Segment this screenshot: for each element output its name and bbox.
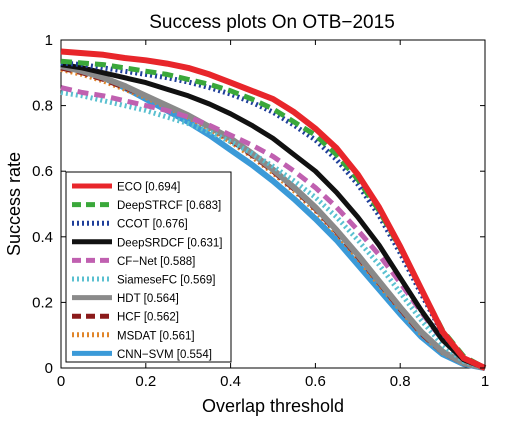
legend-label: DeepSRDCF [0.631] [117,237,222,249]
series-line [60,60,487,371]
series-line [60,48,487,371]
series-line [60,63,486,371]
series-layer [60,48,487,371]
legend-label: SiameseFC [0.569] [117,275,215,287]
legend-label: CNN−SVM [0.554] [117,349,212,361]
legend: ECO [0.694] DeepSTRCF [0.683] CCOT [0.676]… [65,171,232,363]
x-tick-label: 0.2 [135,373,156,390]
legend-label: HDT [0.564] [117,293,179,305]
x-tick-label: 0.6 [305,373,326,390]
x-axis-label: Overlap threshold [202,396,344,416]
legend-label: HCF [0.562] [117,312,179,324]
legend-label: DeepSTRCF [0.683] [117,200,221,212]
legend-label: CCOT [0.676] [117,219,188,231]
y-tick-label: 1 [45,32,53,49]
series-line [60,90,486,371]
x-tick-label: 0.4 [220,373,241,390]
chart-title: Success plots On OTB−2015 [149,12,395,33]
series-line [60,58,487,371]
x-tick-label: 0.8 [390,373,411,390]
y-tick-label: 0.8 [32,98,53,115]
series-line [60,62,486,371]
x-tick-label: 1 [481,373,489,390]
legend-label: MSDAT [0.561] [117,330,195,342]
y-tick-label: 0.6 [32,163,53,180]
legend-label: ECO [0.694] [117,182,180,194]
y-tick-label: 0 [45,360,53,377]
y-tick-label: 0.2 [32,294,53,311]
y-tick-label: 0.4 [32,229,53,246]
axis-layer: 0 0.2 0.4 0.6 0.8 1 0 0.2 0.4 0.6 0.8 1 [32,32,489,390]
y-axis-label: Success rate [4,152,24,256]
x-tick-label: 0 [57,373,65,390]
legend-label: CF−Net [0.588] [117,256,195,268]
